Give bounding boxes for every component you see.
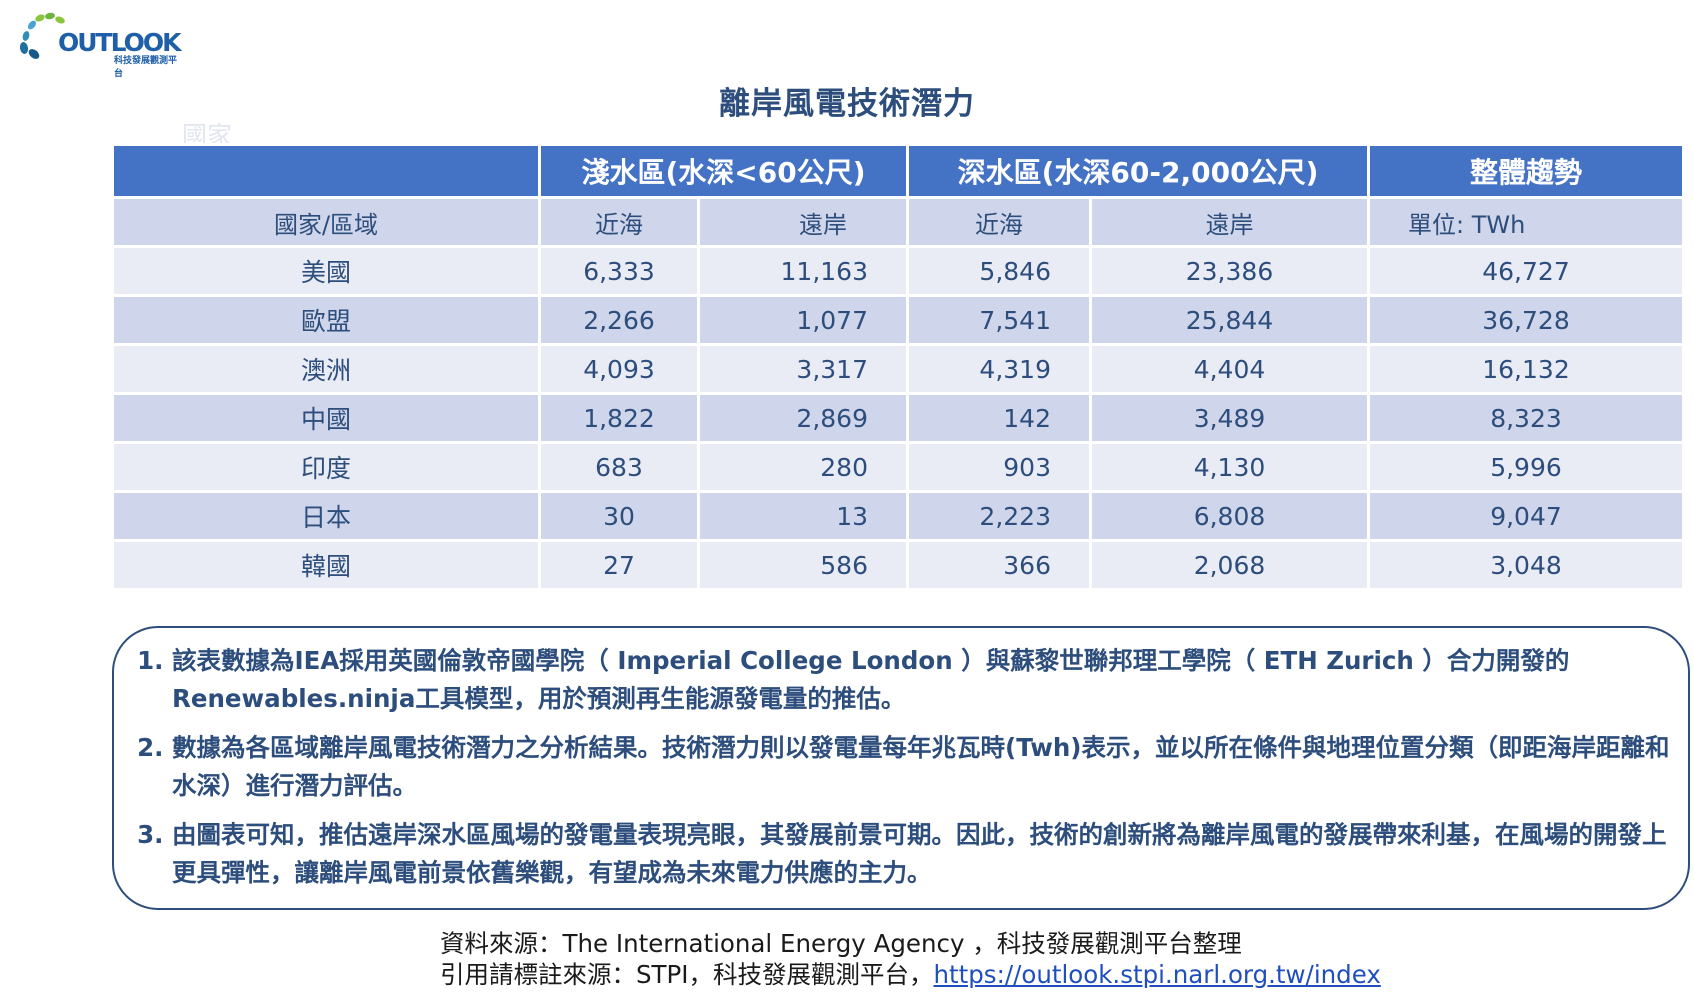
note-item: 該表數據為IEA採用英國倫敦帝國學院（ Imperial College Lon… [172, 642, 1670, 718]
cell-value: 25,844 [1089, 294, 1370, 346]
citation-prefix: 引用請標註來源：STPI，科技發展觀測平台， [440, 960, 934, 989]
note-item: 數據為各區域離岸風電技術潛力之分析結果。技術潛力則以發電量每年兆瓦時(Twh)表… [172, 729, 1670, 805]
cell-value: 2,223 [906, 490, 1092, 542]
subheader-deep-offshore: 遠岸 [1089, 196, 1370, 248]
cell-value: 6,333 [538, 245, 700, 297]
cell-value: 27 [538, 539, 700, 591]
header-deep-water: 深水區(水深60-2,000公尺) [906, 143, 1370, 199]
cell-value: 5,846 [906, 245, 1092, 297]
subheader-shallow-offshore: 遠岸 [697, 196, 909, 248]
cell-value: 11,163 [697, 245, 909, 297]
cell-value: 586 [697, 539, 909, 591]
table-row: 韓國 27 586 366 2,068 3,048 [111, 539, 1685, 591]
source-citation: 資料來源：The International Energy Agency ，科技… [440, 928, 1381, 990]
logo-subtitle: 科技發展觀測平台 [114, 56, 178, 79]
subheader-shallow-nearshore: 近海 [538, 196, 700, 248]
cell-value: 903 [906, 441, 1092, 493]
cell-value: 3,489 [1089, 392, 1370, 444]
table-row: 澳洲 4,093 3,317 4,319 4,404 16,132 [111, 343, 1685, 395]
row-region: 美國 [111, 245, 541, 297]
row-region: 日本 [111, 490, 541, 542]
logo-wordmark: OUTLOOK [58, 28, 182, 57]
cell-value: 36,728 [1367, 294, 1685, 346]
note-item: 由圖表可知，推估遠岸深水區風場的發電量表現亮眼，其發展前景可期。因此，技術的創新… [172, 816, 1670, 892]
cell-value: 9,047 [1367, 490, 1685, 542]
cell-value: 6,808 [1089, 490, 1370, 542]
cell-value: 16,132 [1367, 343, 1685, 395]
header-shallow-water: 淺水區(水深<60公尺) [538, 143, 909, 199]
row-region: 中國 [111, 392, 541, 444]
cell-value: 2,068 [1089, 539, 1370, 591]
cell-value: 4,130 [1089, 441, 1370, 493]
cell-value: 2,266 [538, 294, 700, 346]
wind-potential-table: 淺水區(水深<60公尺) 深水區(水深60-2,000公尺) 整體趨勢 國家/區… [111, 143, 1685, 591]
citation-line: 引用請標註來源：STPI，科技發展觀測平台，https://outlook.st… [440, 959, 1381, 990]
notes-box: 該表數據為IEA採用英國倫敦帝國學院（ Imperial College Lon… [112, 626, 1690, 910]
source-line: 資料來源：The International Energy Agency ，科技… [440, 929, 1242, 958]
page-title: 離岸風電技術潛力 [719, 86, 975, 122]
cell-value: 1,822 [538, 392, 700, 444]
cell-value: 30 [538, 490, 700, 542]
cell-value: 46,727 [1367, 245, 1685, 297]
table-row: 美國 6,333 11,163 5,846 23,386 46,727 [111, 245, 1685, 297]
cell-value: 2,869 [697, 392, 909, 444]
cell-value: 3,048 [1367, 539, 1685, 591]
cell-value: 4,319 [906, 343, 1092, 395]
subheader-unit: 單位: TWh [1367, 196, 1685, 248]
row-region: 歐盟 [111, 294, 541, 346]
cell-value: 4,404 [1089, 343, 1370, 395]
table-row: 中國 1,822 2,869 142 3,489 8,323 [111, 392, 1685, 444]
cell-value: 13 [697, 490, 909, 542]
table-row: 印度 683 280 903 4,130 5,996 [111, 441, 1685, 493]
table-subheader-row: 國家/區域 近海 遠岸 近海 遠岸 單位: TWh [111, 196, 1685, 248]
cell-value: 1,077 [697, 294, 909, 346]
row-region: 印度 [111, 441, 541, 493]
table-row: 日本 30 13 2,223 6,808 9,047 [111, 490, 1685, 542]
header-blank [111, 143, 541, 199]
cell-value: 683 [538, 441, 700, 493]
notes-list: 該表數據為IEA採用英國倫敦帝國學院（ Imperial College Lon… [142, 642, 1670, 892]
cell-value: 4,093 [538, 343, 700, 395]
cell-value: 280 [697, 441, 909, 493]
cell-value: 142 [906, 392, 1092, 444]
row-region: 澳洲 [111, 343, 541, 395]
table-header-row: 淺水區(水深<60公尺) 深水區(水深60-2,000公尺) 整體趨勢 [111, 143, 1685, 199]
cell-value: 7,541 [906, 294, 1092, 346]
subheader-deep-nearshore: 近海 [906, 196, 1092, 248]
cell-value: 366 [906, 539, 1092, 591]
subheader-region: 國家/區域 [111, 196, 541, 248]
row-region: 韓國 [111, 539, 541, 591]
table-row: 歐盟 2,266 1,077 7,541 25,844 36,728 [111, 294, 1685, 346]
source-link[interactable]: https://outlook.stpi.narl.org.tw/index [933, 960, 1381, 989]
outlook-logo: OUTLOOK 科技發展觀測平台 [14, 8, 184, 79]
cell-value: 23,386 [1089, 245, 1370, 297]
cell-value: 3,317 [697, 343, 909, 395]
cell-value: 5,996 [1367, 441, 1685, 493]
cell-value: 8,323 [1367, 392, 1685, 444]
header-overall-trend: 整體趨勢 [1367, 143, 1685, 199]
leaf-cluster-icon [19, 12, 65, 59]
